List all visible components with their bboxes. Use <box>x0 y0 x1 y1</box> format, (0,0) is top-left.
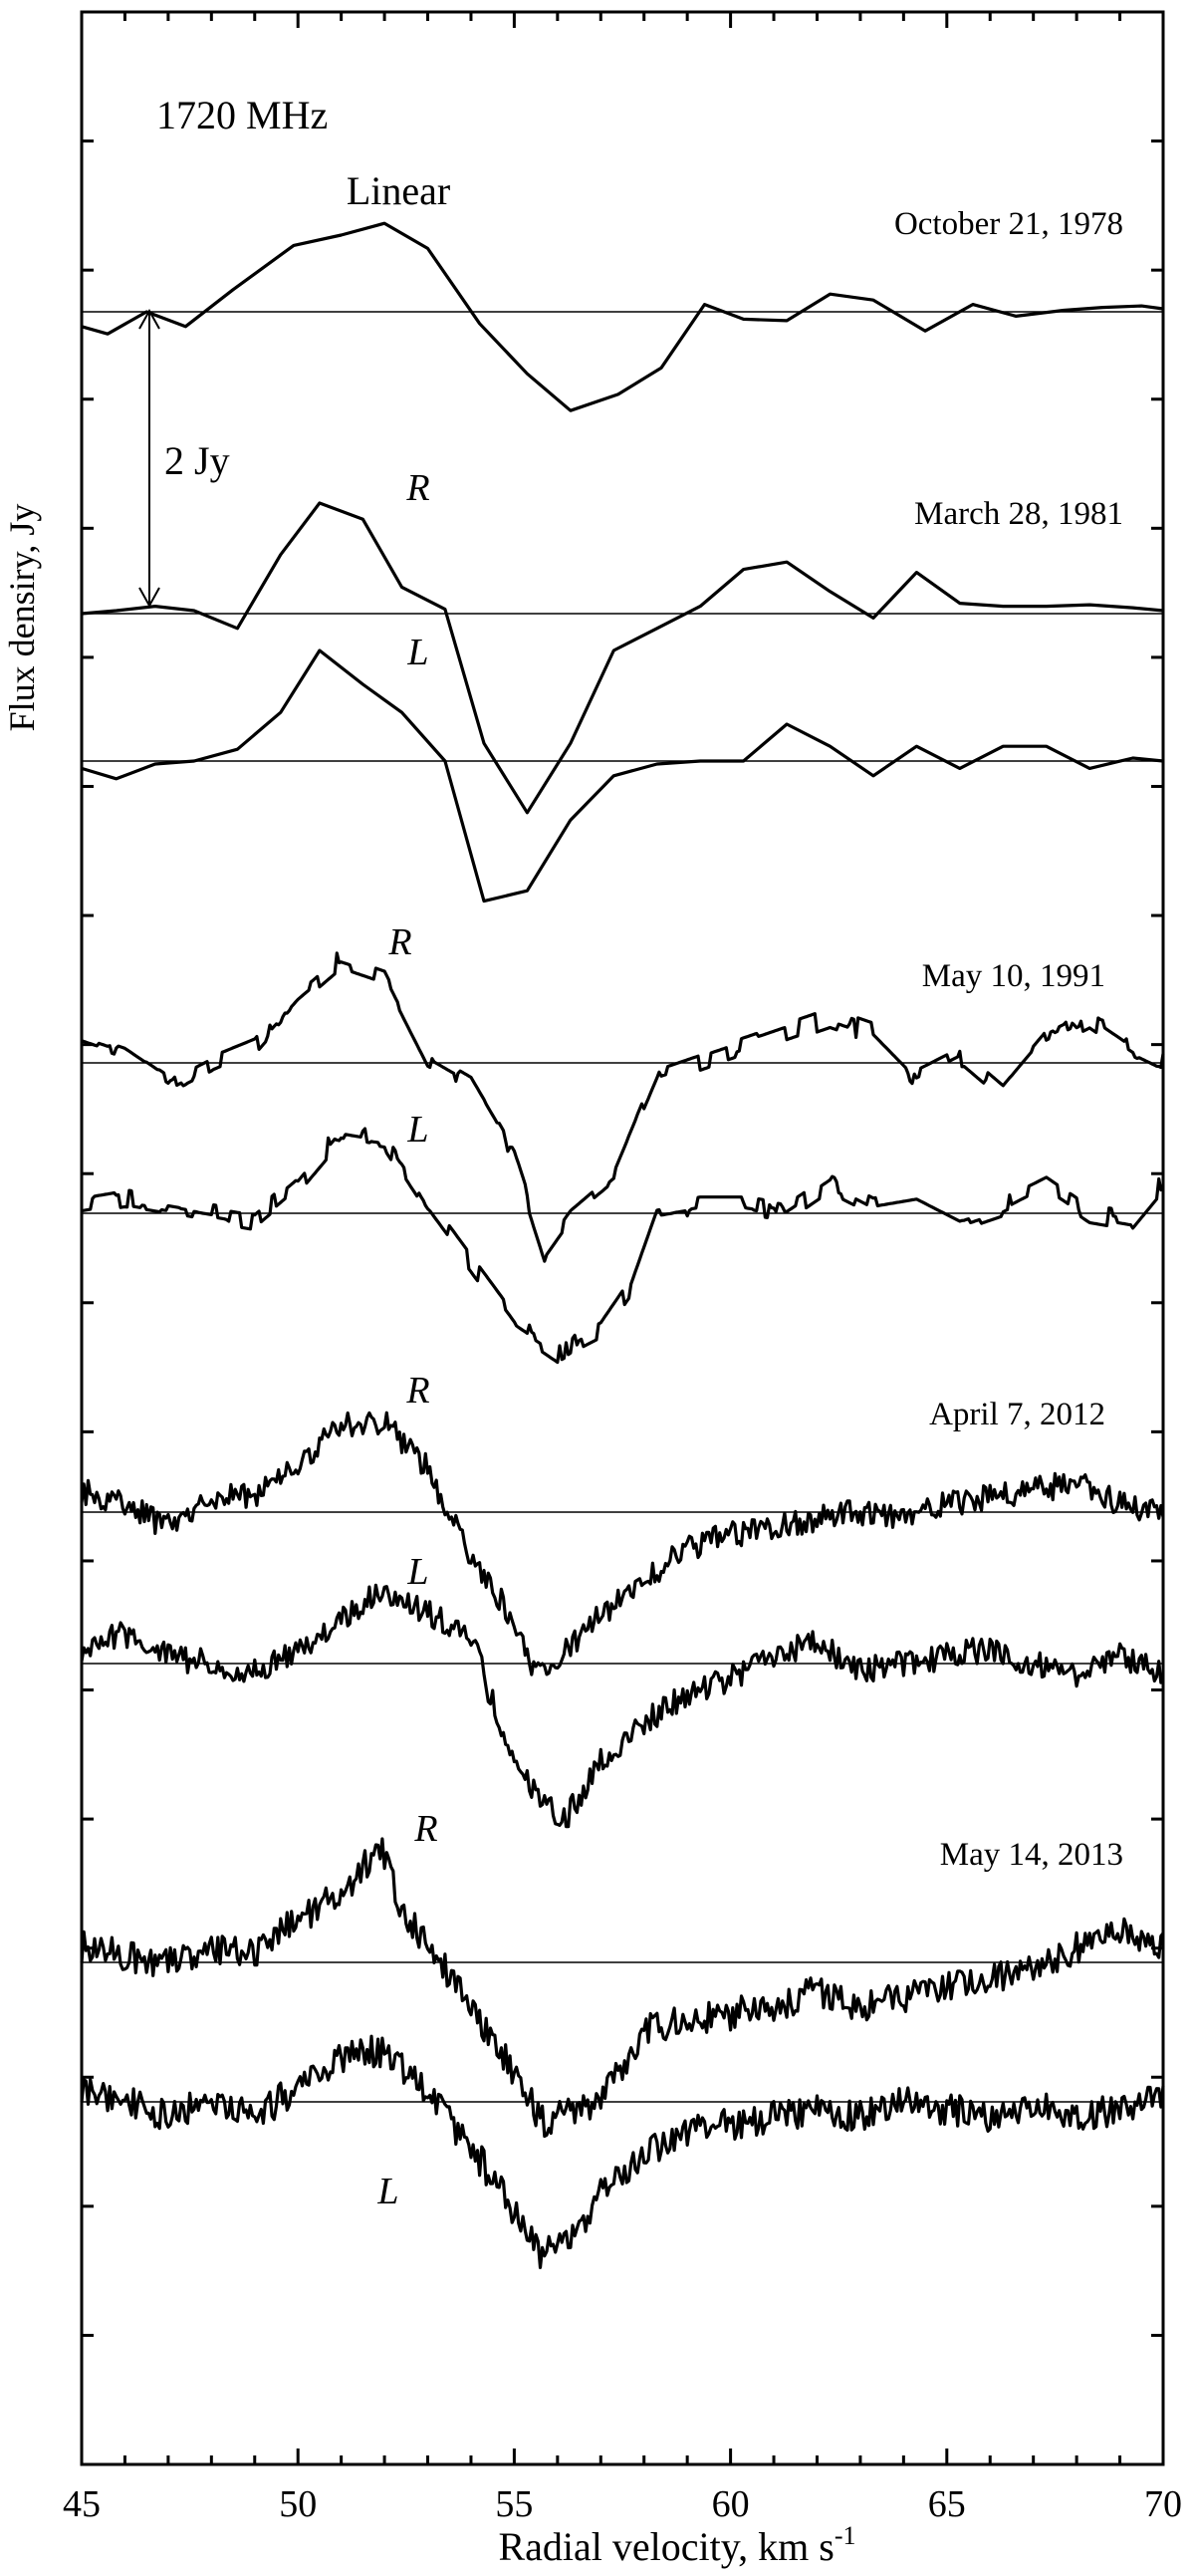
series-line-r <box>81 951 1165 1263</box>
observation-date: March 28, 1981 <box>914 496 1123 532</box>
series-label: R <box>405 467 429 509</box>
chart-title: 1720 MHz <box>156 93 328 137</box>
x-tick-label: 55 <box>495 2483 533 2525</box>
plot-frame <box>80 10 1165 2466</box>
x-tick-label: 50 <box>279 2483 317 2525</box>
x-axis-ticks: 45 50 55 60 65 70 <box>63 12 1182 2525</box>
scale-bar-label: 2 Jy <box>164 438 230 483</box>
x-axis-label-superscript: -1 <box>835 2521 856 2550</box>
series-label: R <box>413 1808 437 1850</box>
series-line-linear <box>81 221 1164 412</box>
series-line-l <box>80 2034 1165 2269</box>
observation-date: May 14, 2013 <box>940 1837 1123 1873</box>
x-tick-label: 70 <box>1144 2483 1182 2525</box>
y-axis-ticks <box>82 139 1163 2337</box>
series-label: R <box>387 921 411 963</box>
observation-date: May 10, 1991 <box>922 958 1105 994</box>
series-label: L <box>376 2171 398 2212</box>
series-line-l <box>81 1127 1165 1365</box>
series-labels: Linear R L R L R L R L <box>347 168 450 2212</box>
spectral-traces <box>80 221 1165 2269</box>
observation-dates: October 21, 1978 March 28, 1981 May 10, 19… <box>894 206 1123 1873</box>
series-label: Linear <box>347 168 450 213</box>
scale-bar: 2 Jy <box>138 308 230 609</box>
series-label: L <box>406 1551 428 1593</box>
series-line-l <box>80 1583 1165 1829</box>
x-axis-label-main: Radial velocity, km s <box>498 2524 834 2569</box>
series-line-r <box>81 501 1164 815</box>
y-axis-label: Flux densiry, Jy <box>2 504 42 732</box>
x-axis-label: Radial velocity, km s-1 <box>498 2521 855 2569</box>
series-label: R <box>405 1370 429 1412</box>
series-line-r <box>80 1411 1165 1676</box>
x-tick-label: 65 <box>928 2483 966 2525</box>
series-label: L <box>406 632 428 673</box>
x-tick-label: 60 <box>712 2483 750 2525</box>
series-line-l <box>81 648 1164 903</box>
series-line-r <box>80 1837 1165 2139</box>
series-label: L <box>406 1109 428 1151</box>
x-tick-label: 45 <box>63 2483 101 2525</box>
observation-date: October 21, 1978 <box>894 206 1123 242</box>
observation-date: April 7, 2012 <box>929 1397 1105 1432</box>
baselines <box>82 311 1163 2103</box>
